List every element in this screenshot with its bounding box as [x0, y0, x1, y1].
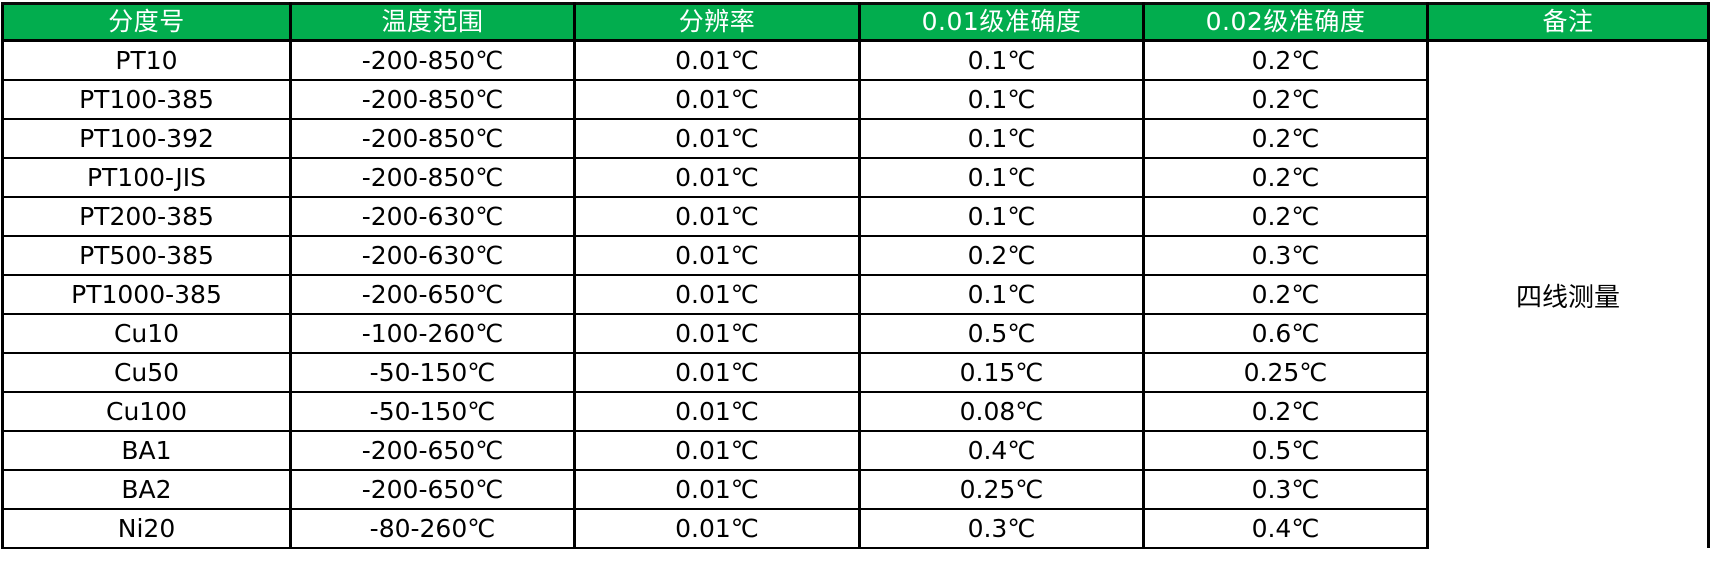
cell-sensor-code: PT100-JIS — [1, 157, 292, 198]
cell-resolution: 0.01℃ — [573, 469, 861, 510]
cell-accuracy-001: 0.2℃ — [858, 235, 1145, 276]
cell-sensor-code: BA2 — [1, 469, 292, 510]
cell-resolution: 0.01℃ — [573, 118, 861, 159]
cell-temperature-range: -100-260℃ — [289, 313, 576, 354]
cell-temperature-range: -200-650℃ — [289, 469, 576, 510]
table-row: Cu50 -50-150℃ 0.01℃ 0.15℃ 0.25℃ — [1, 352, 1709, 393]
cell-accuracy-002: 0.2℃ — [1142, 79, 1429, 120]
cell-sensor-code: PT100-385 — [1, 79, 292, 120]
table-row: PT200-385 -200-630℃ 0.01℃ 0.1℃ 0.2℃ — [1, 196, 1709, 237]
table-row: PT100-392 -200-850℃ 0.01℃ 0.1℃ 0.2℃ — [1, 118, 1709, 159]
table-row: PT500-385 -200-630℃ 0.01℃ 0.2℃ 0.3℃ — [1, 235, 1709, 276]
cell-resolution: 0.01℃ — [573, 157, 861, 198]
cell-resolution: 0.01℃ — [573, 79, 861, 120]
cell-temperature-range: -200-630℃ — [289, 196, 576, 237]
cell-temperature-range: -80-260℃ — [289, 508, 576, 549]
table-body: PT10 -200-850℃ 0.01℃ 0.1℃ 0.2℃ 四线测量 PT100-385-… — [1, 40, 1710, 549]
cell-sensor-code: PT100-392 — [1, 118, 292, 159]
cell-temperature-range: -200-850℃ — [289, 118, 576, 159]
cell-sensor-code: Ni20 — [1, 508, 292, 549]
cell-resolution: 0.01℃ — [573, 352, 861, 393]
column-header-remark[interactable]: 备注 — [1426, 2, 1710, 42]
table-row: PT10 -200-850℃ 0.01℃ 0.1℃ 0.2℃ 四线测量 — [1, 40, 1710, 548]
table-row: PT1000-385 -200-650℃ 0.01℃ 0.1℃ 0.2℃ — [1, 274, 1709, 315]
table-row: Cu10 -100-260℃ 0.01℃ 0.5℃ 0.6℃ — [1, 313, 1709, 354]
cell-sensor-code: PT1000-385 — [1, 274, 292, 315]
cell-temperature-range: -200-850℃ — [289, 79, 576, 120]
cell-resolution: 0.01℃ — [573, 430, 861, 471]
column-header-sensor-code[interactable]: 分度号 — [1, 2, 292, 42]
column-header-accuracy-class-001[interactable]: 0.01级准确度 — [858, 2, 1145, 42]
cell-accuracy-002: 0.5℃ — [1142, 430, 1429, 471]
cell-accuracy-001: 0.08℃ — [858, 391, 1145, 432]
cell-accuracy-001: 0.1℃ — [858, 79, 1145, 120]
cell-accuracy-001: 0.1℃ — [858, 40, 1145, 81]
cell-temperature-range: -50-150℃ — [289, 391, 576, 432]
cell-resolution: 0.01℃ — [573, 235, 861, 276]
cell-resolution: 0.01℃ — [573, 40, 861, 81]
table-row: PT100-385 -200-850℃ 0.01℃ 0.1℃ 0.2℃ — [1, 79, 1709, 120]
cell-accuracy-001: 0.15℃ — [858, 352, 1145, 393]
column-header-resolution[interactable]: 分辨率 — [573, 2, 861, 42]
cell-accuracy-002: 0.2℃ — [1142, 118, 1429, 159]
cell-sensor-code: PT10 — [1, 40, 292, 81]
cell-sensor-code: Cu10 — [1, 313, 292, 354]
cell-sensor-code: PT200-385 — [1, 196, 292, 237]
table-header-row: 分度号 温度范围 分辨率 0.01级准确度 0.02级准确度 备注 — [1, 2, 1710, 42]
table-row: PT100-JIS -200-850℃ 0.01℃ 0.1℃ 0.2℃ — [1, 157, 1709, 198]
table-row: BA2 -200-650℃ 0.01℃ 0.25℃ 0.3℃ — [1, 469, 1709, 510]
column-header-accuracy-class-002[interactable]: 0.02级准确度 — [1142, 2, 1429, 42]
cell-accuracy-002: 0.2℃ — [1142, 40, 1429, 81]
cell-accuracy-001: 0.1℃ — [858, 157, 1145, 198]
cell-accuracy-001: 0.3℃ — [858, 508, 1145, 549]
cell-accuracy-001: 0.1℃ — [858, 274, 1145, 315]
cell-sensor-code: BA1 — [1, 430, 292, 471]
cell-accuracy-002: 0.2℃ — [1142, 391, 1429, 432]
table-header: 分度号 温度范围 分辨率 0.01级准确度 0.02级准确度 备注 — [1, 2, 1710, 42]
cell-sensor-code: Cu50 — [1, 352, 292, 393]
table-row: Ni20 -80-260℃ 0.01℃ 0.3℃ 0.4℃ — [1, 508, 1709, 549]
cell-temperature-range: -200-650℃ — [289, 274, 576, 315]
cell-accuracy-001: 0.25℃ — [858, 469, 1145, 510]
table-row: BA1 -200-650℃ 0.01℃ 0.4℃ 0.5℃ — [1, 430, 1709, 471]
cell-sensor-code: Cu100 — [1, 391, 292, 432]
cell-temperature-range: -200-650℃ — [289, 430, 576, 471]
cell-resolution: 0.01℃ — [573, 508, 861, 549]
sensor-specification-table: 分度号 温度范围 分辨率 0.01级准确度 0.02级准确度 备注 PT10 -2… — [1, 2, 1710, 549]
cell-temperature-range: -200-630℃ — [289, 235, 576, 276]
cell-accuracy-002: 0.3℃ — [1142, 235, 1429, 276]
cell-accuracy-001: 0.1℃ — [858, 118, 1145, 159]
table-row: Cu100 -50-150℃ 0.01℃ 0.08℃ 0.2℃ — [1, 391, 1709, 432]
cell-temperature-range: -200-850℃ — [289, 157, 576, 198]
column-header-temperature-range[interactable]: 温度范围 — [289, 2, 576, 42]
cell-temperature-range: -50-150℃ — [289, 352, 576, 393]
cell-accuracy-002: 0.2℃ — [1142, 157, 1429, 198]
cell-resolution: 0.01℃ — [573, 274, 861, 315]
cell-temperature-range: -200-850℃ — [289, 40, 576, 81]
cell-resolution: 0.01℃ — [573, 196, 861, 237]
cell-accuracy-002: 0.4℃ — [1142, 508, 1429, 549]
cell-accuracy-002: 0.2℃ — [1142, 274, 1429, 315]
cell-accuracy-002: 0.2℃ — [1142, 196, 1429, 237]
cell-remark: 四线测量 — [1426, 40, 1710, 548]
cell-accuracy-002: 0.6℃ — [1142, 313, 1429, 354]
cell-accuracy-002: 0.3℃ — [1142, 469, 1429, 510]
cell-resolution: 0.01℃ — [573, 313, 861, 354]
cell-sensor-code: PT500-385 — [1, 235, 292, 276]
cell-accuracy-001: 0.4℃ — [858, 430, 1145, 471]
cell-accuracy-001: 0.1℃ — [858, 196, 1145, 237]
cell-accuracy-001: 0.5℃ — [858, 313, 1145, 354]
cell-accuracy-002: 0.25℃ — [1142, 352, 1429, 393]
cell-resolution: 0.01℃ — [573, 391, 861, 432]
